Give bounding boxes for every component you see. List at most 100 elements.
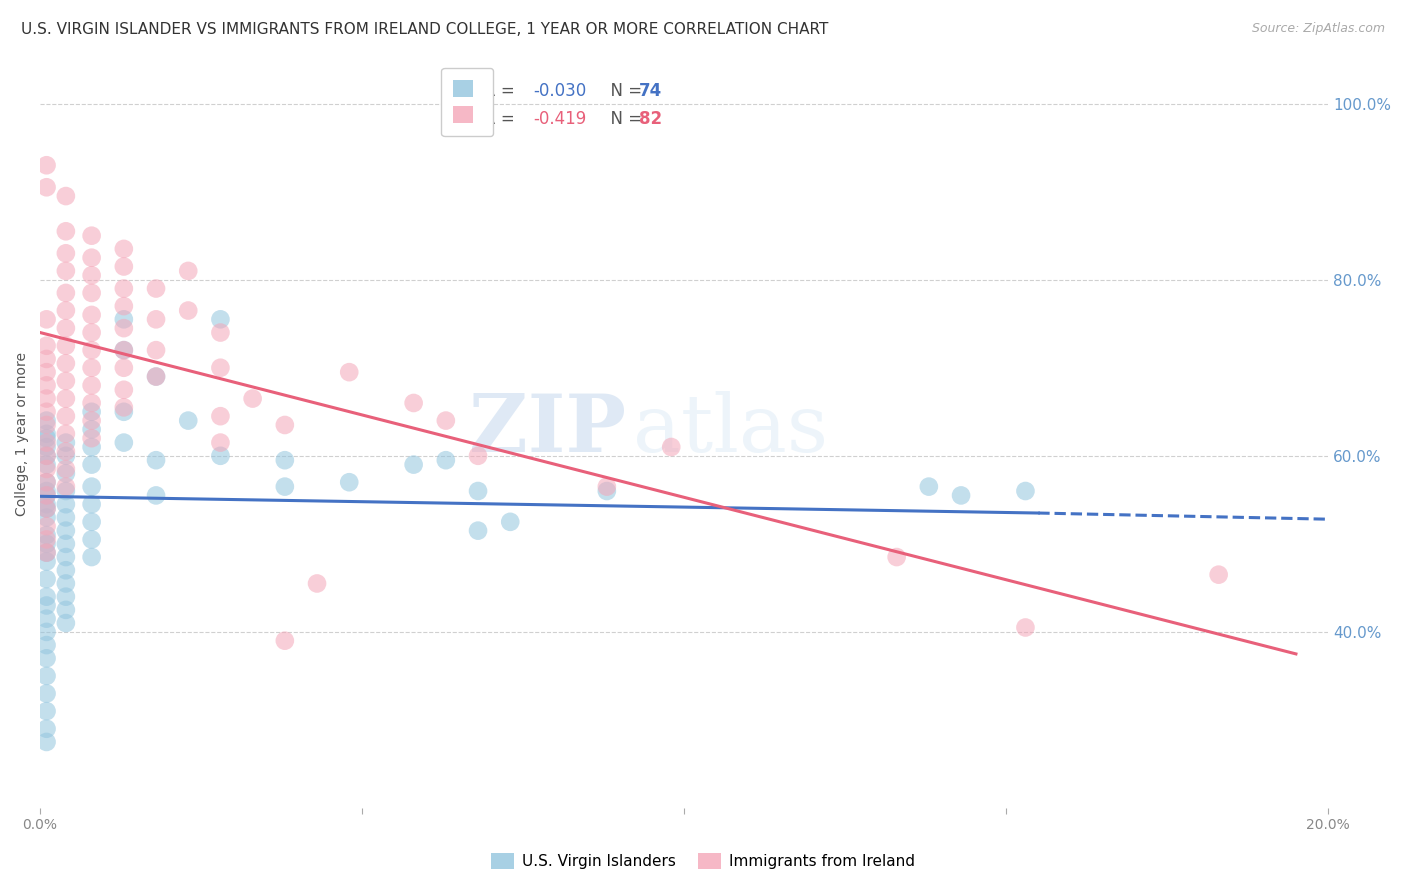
Point bbox=[55, 524, 77, 538]
Point bbox=[35, 638, 58, 652]
Point bbox=[177, 264, 200, 278]
Point bbox=[35, 431, 58, 445]
Point bbox=[1208, 567, 1230, 582]
Point bbox=[80, 497, 103, 511]
Point bbox=[80, 431, 103, 445]
Point bbox=[55, 224, 77, 238]
Point bbox=[55, 374, 77, 388]
Point bbox=[55, 550, 77, 565]
Point bbox=[209, 326, 232, 340]
Point bbox=[35, 533, 58, 547]
Point bbox=[467, 483, 489, 498]
Point bbox=[35, 704, 58, 718]
Point bbox=[35, 624, 58, 639]
Point bbox=[35, 572, 58, 586]
Point bbox=[274, 453, 297, 467]
Point bbox=[80, 458, 103, 472]
Point bbox=[55, 426, 77, 441]
Text: ZIP: ZIP bbox=[470, 391, 626, 469]
Point bbox=[274, 417, 297, 432]
Point bbox=[35, 735, 58, 749]
Point bbox=[35, 414, 58, 428]
Point bbox=[55, 189, 77, 203]
Point bbox=[1014, 620, 1036, 634]
Point bbox=[55, 480, 77, 494]
Point bbox=[337, 365, 360, 379]
Point bbox=[145, 281, 167, 295]
Point bbox=[55, 576, 77, 591]
Point bbox=[112, 405, 135, 419]
Point bbox=[55, 449, 77, 463]
Point bbox=[112, 281, 135, 295]
Point bbox=[80, 268, 103, 283]
Point bbox=[659, 440, 682, 454]
Point bbox=[80, 360, 103, 375]
Text: Source: ZipAtlas.com: Source: ZipAtlas.com bbox=[1251, 22, 1385, 36]
Point bbox=[80, 515, 103, 529]
Point bbox=[112, 242, 135, 256]
Point bbox=[80, 414, 103, 428]
Point bbox=[145, 369, 167, 384]
Point bbox=[145, 488, 167, 502]
Point bbox=[209, 312, 232, 326]
Point bbox=[35, 426, 58, 441]
Point bbox=[950, 488, 973, 502]
Point bbox=[55, 392, 77, 406]
Point bbox=[55, 510, 77, 524]
Point bbox=[35, 497, 58, 511]
Point bbox=[55, 303, 77, 318]
Point bbox=[80, 228, 103, 243]
Point bbox=[499, 515, 522, 529]
Text: R =: R = bbox=[485, 111, 520, 128]
Text: -0.030: -0.030 bbox=[533, 82, 586, 100]
Point bbox=[55, 285, 77, 300]
Point bbox=[80, 405, 103, 419]
Point bbox=[35, 528, 58, 542]
Point bbox=[337, 475, 360, 490]
Point bbox=[55, 537, 77, 551]
Point bbox=[35, 458, 58, 472]
Point bbox=[886, 550, 908, 565]
Point bbox=[209, 449, 232, 463]
Point bbox=[35, 686, 58, 700]
Point bbox=[35, 440, 58, 454]
Point bbox=[35, 519, 58, 533]
Point bbox=[55, 321, 77, 335]
Point bbox=[35, 475, 58, 490]
Point bbox=[55, 590, 77, 604]
Point bbox=[274, 633, 297, 648]
Point bbox=[596, 480, 619, 494]
Point bbox=[35, 488, 58, 502]
Point bbox=[55, 616, 77, 631]
Point bbox=[35, 378, 58, 392]
Point bbox=[242, 392, 264, 406]
Point bbox=[35, 365, 58, 379]
Point bbox=[112, 312, 135, 326]
Point bbox=[55, 483, 77, 498]
Point bbox=[35, 546, 58, 560]
Point bbox=[35, 612, 58, 626]
Point bbox=[209, 409, 232, 424]
Text: 74: 74 bbox=[640, 82, 662, 100]
Point bbox=[209, 360, 232, 375]
Point bbox=[467, 449, 489, 463]
Point bbox=[80, 308, 103, 322]
Point bbox=[80, 550, 103, 565]
Point bbox=[112, 321, 135, 335]
Point bbox=[35, 537, 58, 551]
Text: 82: 82 bbox=[640, 111, 662, 128]
Point bbox=[35, 435, 58, 450]
Point bbox=[112, 401, 135, 415]
Point bbox=[434, 414, 457, 428]
Point bbox=[112, 360, 135, 375]
Text: atlas: atlas bbox=[633, 391, 828, 469]
Text: U.S. VIRGIN ISLANDER VS IMMIGRANTS FROM IRELAND COLLEGE, 1 YEAR OR MORE CORRELAT: U.S. VIRGIN ISLANDER VS IMMIGRANTS FROM … bbox=[21, 22, 828, 37]
Y-axis label: College, 1 year or more: College, 1 year or more bbox=[15, 351, 30, 516]
Text: N =: N = bbox=[600, 111, 648, 128]
Point bbox=[55, 356, 77, 370]
Point bbox=[35, 669, 58, 683]
Point bbox=[80, 326, 103, 340]
Point bbox=[1014, 483, 1036, 498]
Point bbox=[35, 351, 58, 366]
Point bbox=[35, 312, 58, 326]
